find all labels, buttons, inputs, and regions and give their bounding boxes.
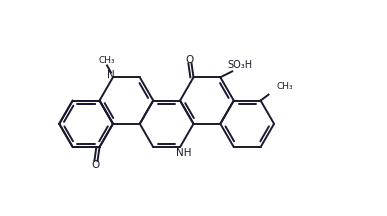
Text: SO₃H: SO₃H [228, 60, 253, 70]
Text: CH₃: CH₃ [99, 56, 115, 65]
Text: N: N [107, 70, 115, 80]
Text: O: O [185, 54, 194, 65]
Text: NH: NH [176, 148, 192, 158]
Text: CH₃: CH₃ [276, 82, 293, 91]
Text: O: O [91, 160, 100, 170]
